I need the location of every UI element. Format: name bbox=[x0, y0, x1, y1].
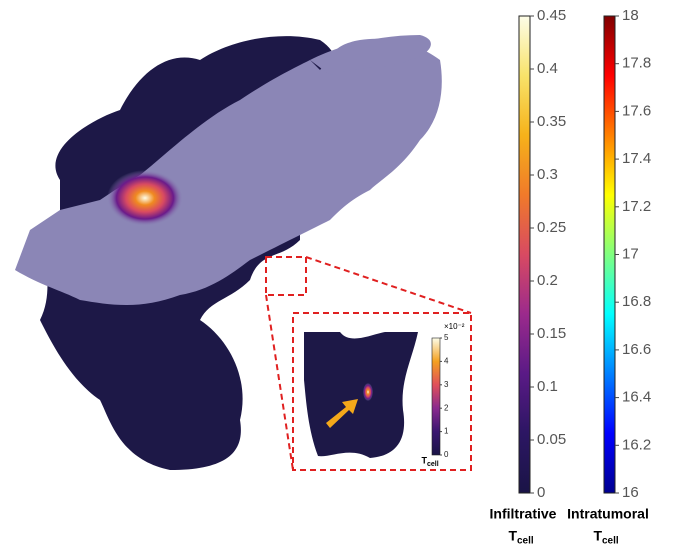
tick-label: 17.2 bbox=[622, 198, 651, 215]
colorbar-label: Intratumoral bbox=[567, 506, 649, 522]
zoom-line bbox=[266, 295, 293, 470]
inset-hotspot bbox=[363, 383, 373, 401]
tick-label: 0.4 bbox=[537, 60, 558, 77]
tick-label: 17.6 bbox=[622, 102, 651, 119]
zoom-box bbox=[266, 257, 306, 295]
colorbar-subscript: cell bbox=[602, 536, 619, 547]
colorbar bbox=[604, 16, 615, 493]
inset-subscript: cell bbox=[427, 461, 439, 468]
hotspot bbox=[107, 170, 183, 226]
tick-label: 0.3 bbox=[537, 166, 558, 183]
tick-label: 0 bbox=[537, 484, 545, 501]
colorbar bbox=[432, 338, 440, 455]
tick-label: 3 bbox=[444, 380, 449, 389]
inset bbox=[304, 332, 418, 458]
colorbars: 0 0.05 0.1 0.15 0.2 0.25 0.3 0.35 0.4 0.45 Infiltr… bbox=[422, 7, 652, 547]
tick-label: 16 bbox=[622, 484, 639, 501]
tick-label: 16.8 bbox=[622, 293, 651, 310]
tick-label: 0.05 bbox=[537, 431, 566, 448]
zoom-line bbox=[306, 257, 471, 313]
figure: 0 0.05 0.1 0.15 0.2 0.25 0.3 0.35 0.4 0.45 Infiltr… bbox=[0, 0, 688, 547]
tick-label: 0.25 bbox=[537, 219, 566, 236]
tick-label: 0.15 bbox=[537, 325, 566, 342]
tick-label: 0 bbox=[444, 450, 449, 459]
tick-label: 16.2 bbox=[622, 436, 651, 453]
tick-label: 18 bbox=[622, 7, 639, 24]
tick-label: 0.1 bbox=[537, 378, 558, 395]
inset-region bbox=[304, 332, 418, 458]
tick-label: 0.2 bbox=[537, 272, 558, 289]
colorbar bbox=[519, 16, 530, 493]
tick-label: 1 bbox=[444, 427, 449, 436]
tick-label: 4 bbox=[444, 357, 449, 366]
tick-label: 16.6 bbox=[622, 341, 651, 358]
tick-label: 5 bbox=[444, 333, 449, 342]
colorbar-label: Infiltrative bbox=[490, 506, 557, 522]
inset-exponent: ×10⁻² bbox=[444, 322, 465, 331]
tick-label: 0.45 bbox=[537, 7, 566, 24]
tick-label: 0.35 bbox=[537, 113, 566, 130]
tick-label: 16.4 bbox=[622, 389, 651, 406]
colorbar-subscript: cell bbox=[517, 536, 534, 547]
tick-label: 17 bbox=[622, 245, 639, 262]
tick-label: 2 bbox=[444, 403, 449, 412]
tick-label: 17.8 bbox=[622, 55, 651, 72]
tick-label: 17.4 bbox=[622, 150, 651, 167]
